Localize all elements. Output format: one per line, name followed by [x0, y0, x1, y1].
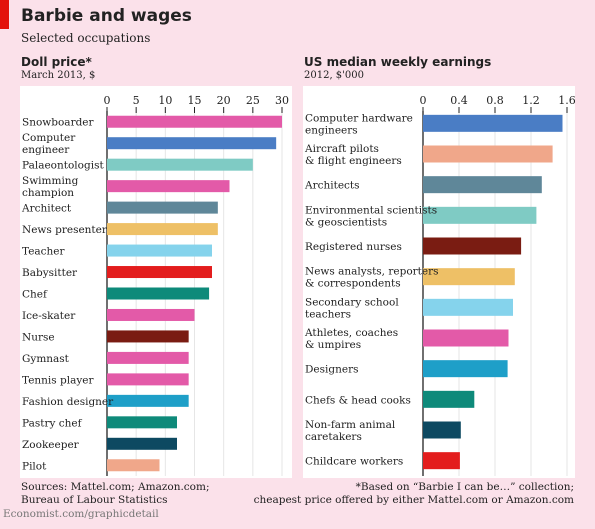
price-category-label: Palaeontologist	[22, 160, 104, 172]
price-bar	[107, 266, 212, 279]
earnings-bar	[423, 176, 542, 194]
earnings-category-label: Registered nurses	[305, 241, 402, 253]
price-category-label: Chef	[22, 289, 48, 301]
price-bar	[107, 244, 212, 257]
left-panel-subtitle: March 2013, $	[21, 70, 96, 81]
price-bar	[107, 351, 189, 364]
earnings-category-label: & umpires	[305, 339, 361, 351]
earnings-category-label: Architects	[304, 180, 360, 192]
chart-title: Barbie and wages	[21, 6, 192, 26]
price-bar	[107, 373, 189, 386]
footnote-line-1: *Based on “Barbie I can be…” collection;	[355, 481, 574, 493]
earnings-category-label: Athletes, coaches	[304, 327, 398, 339]
price-bar	[107, 437, 177, 450]
right-chart-panel: 0 0.4 0.8 1.2 1.6 Computer hardware engineers A…	[303, 86, 576, 478]
price-category-label: News presenter	[22, 224, 108, 236]
left-panel-title: Doll price*	[21, 55, 92, 69]
earnings-category-label: Computer hardware	[305, 112, 413, 124]
price-category-label: Fashion designer	[22, 396, 114, 408]
earnings-category-label: teachers	[305, 308, 351, 320]
earnings-category-label: & geoscientists	[305, 216, 387, 228]
price-category-label: Swimming	[22, 175, 79, 187]
price-bar	[107, 180, 230, 193]
earnings-category-label: caretakers	[305, 431, 362, 443]
price-category-label: Computer	[22, 132, 76, 144]
sources-line-2: Bureau of Labour Statistics	[21, 494, 168, 506]
price-bar	[107, 115, 282, 128]
price-category-label: engineer	[22, 144, 70, 156]
earnings-bar	[423, 390, 475, 408]
price-bar	[107, 330, 189, 343]
price-category-label: Teacher	[22, 246, 66, 258]
earnings-bar	[423, 452, 460, 470]
price-tick-label: 10	[158, 94, 172, 107]
earnings-bar	[423, 360, 508, 378]
earnings-category-label: Secondary school	[305, 296, 399, 308]
earnings-category-label: Environmental scientists	[305, 204, 437, 216]
right-panel-title: US median weekly earnings	[304, 55, 492, 69]
earnings-tick-label: 0.8	[486, 94, 504, 107]
price-category-label: Architect	[21, 203, 72, 215]
earnings-category-label: & correspondents	[305, 278, 401, 290]
price-bar	[107, 158, 253, 171]
price-bar	[107, 459, 160, 472]
earnings-category-label: News analysts, reporters	[305, 266, 439, 278]
earnings-tick-label: 0	[420, 94, 427, 107]
price-tick-label: 25	[246, 94, 260, 107]
earnings-bar	[423, 206, 537, 224]
left-chart-panel: 0 5 10 15 20 25 30 Snowboarder Computer engineer P…	[20, 86, 292, 478]
price-category-label: Pastry chef	[22, 417, 83, 429]
price-category-label: Ice-skater	[22, 310, 76, 322]
price-tick-label: 15	[188, 94, 202, 107]
price-bar	[107, 287, 210, 300]
earnings-category-label: Non-farm animal	[305, 419, 396, 431]
price-category-label: champion	[22, 187, 74, 199]
price-tick-label: 30	[275, 94, 289, 107]
brand-tab	[0, 0, 9, 29]
earnings-bar	[423, 114, 563, 132]
earnings-category-label: engineers	[305, 124, 358, 136]
earnings-bar	[423, 145, 553, 163]
price-category-label: Gymnast	[22, 353, 70, 365]
earnings-bar	[423, 421, 461, 439]
price-bar	[107, 137, 277, 150]
chart-subtitle: Selected occupations	[21, 31, 151, 45]
earnings-bar	[423, 237, 522, 255]
price-tick-label: 20	[217, 94, 231, 107]
footnote: *Based on “Barbie I can be…” collection;…	[254, 481, 574, 507]
earnings-category-label: Aircraft pilots	[304, 143, 379, 155]
price-bar	[107, 201, 218, 214]
price-bar	[107, 394, 189, 407]
price-category-label: Nurse	[22, 331, 55, 343]
earnings-tick-label: 0.4	[450, 94, 468, 107]
earnings-category-label: Chefs & head cooks	[305, 394, 411, 406]
price-category-label: Babysitter	[22, 267, 78, 279]
sources-note: Sources: Mattel.com; Amazon.com; Bureau …	[21, 481, 210, 507]
footnote-line-2: cheapest price offered by either Mattel.…	[253, 494, 574, 506]
earnings-category-label: Childcare workers	[305, 456, 403, 468]
earnings-tick-label: 1.2	[522, 94, 540, 107]
earnings-bar	[423, 298, 513, 316]
price-bar	[107, 308, 195, 321]
price-category-label: Pilot	[22, 460, 47, 472]
earnings-bar	[423, 329, 509, 347]
sources-line-1: Sources: Mattel.com; Amazon.com;	[21, 481, 210, 493]
price-category-label: Snowboarder	[22, 117, 95, 129]
price-bar	[107, 416, 177, 429]
right-panel-subtitle: 2012, $'000	[304, 70, 365, 81]
price-tick-label: 5	[133, 94, 140, 107]
credit-link[interactable]: Economist.com/graphicdetail	[3, 508, 159, 520]
earnings-tick-label: 1.6	[558, 94, 575, 107]
earnings-bar	[423, 268, 515, 286]
price-category-label: Zookeeper	[22, 439, 80, 451]
price-bar	[107, 223, 218, 236]
earnings-category-label: & flight engineers	[305, 155, 402, 167]
price-category-label: Tennis player	[22, 374, 94, 386]
earnings-category-label: Designers	[305, 364, 358, 376]
price-tick-label: 0	[104, 94, 111, 107]
